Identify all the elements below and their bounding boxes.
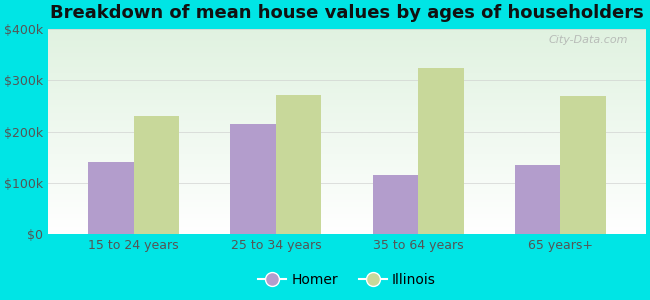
Bar <box>418 68 463 234</box>
Bar <box>88 162 133 234</box>
Text: City-Data.com: City-Data.com <box>549 35 628 45</box>
Bar <box>230 124 276 234</box>
Bar <box>515 165 560 234</box>
Bar <box>372 175 418 234</box>
Legend: Homer, Illinois: Homer, Illinois <box>252 268 441 292</box>
Bar <box>560 96 606 234</box>
Bar <box>133 116 179 234</box>
Bar <box>276 95 321 234</box>
Title: Breakdown of mean house values by ages of householders: Breakdown of mean house values by ages o… <box>50 4 644 22</box>
